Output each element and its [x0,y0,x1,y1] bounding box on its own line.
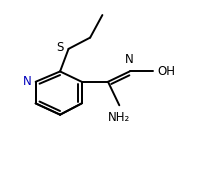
Text: S: S [56,41,64,55]
Text: N: N [23,75,31,88]
Text: OH: OH [156,65,174,78]
Text: N: N [125,53,133,66]
Text: NH₂: NH₂ [108,111,130,124]
